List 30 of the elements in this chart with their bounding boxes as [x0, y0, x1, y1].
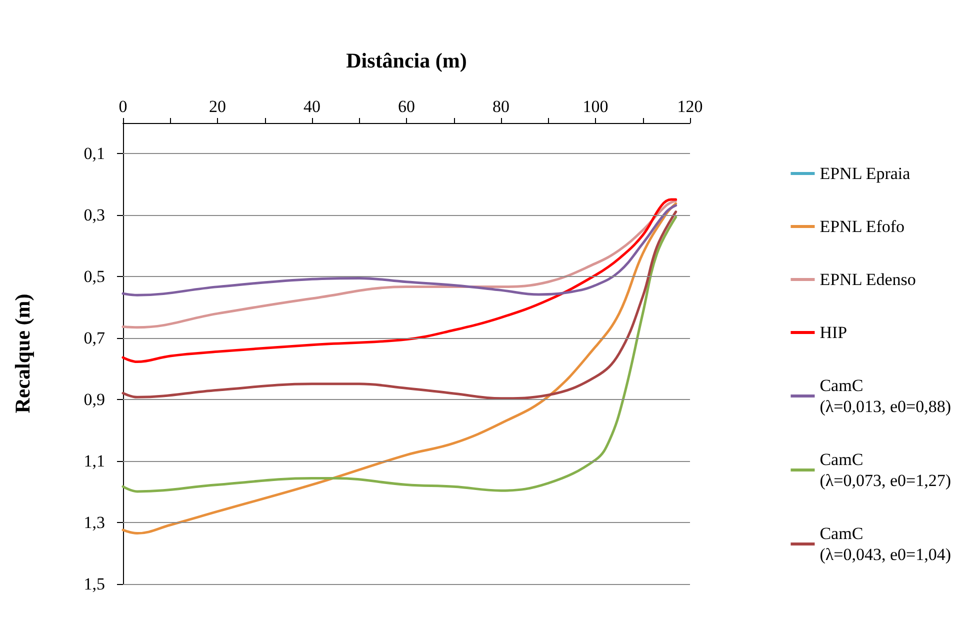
line-series — [122, 204, 678, 296]
x-tick-label: 40 — [304, 97, 320, 116]
y-axis-title: Recalque (m) — [10, 294, 34, 414]
legend-label: EPNL Epraia — [820, 164, 911, 183]
legend-label: EPNL Edenso — [820, 270, 916, 289]
x-tick-label: 60 — [398, 97, 415, 116]
line-series — [122, 216, 678, 493]
line-series — [122, 202, 678, 535]
legend-label: CamC (λ=0,073, e0=1,27) — [820, 450, 952, 490]
x-tick-label: 80 — [492, 97, 510, 116]
legend-label: EPNL Efofo — [820, 217, 905, 236]
x-tick-label: 100 — [582, 97, 608, 116]
x-tick-label: 120 — [677, 97, 703, 116]
legend-label: CamC (λ=0,013, e0=0,88) — [820, 376, 952, 416]
x-axis-title: Distância (m) — [346, 48, 467, 72]
line-series — [122, 200, 678, 329]
y-tick-label: 1,3 — [84, 513, 105, 532]
legend-label: HIP — [820, 323, 848, 342]
y-tick-label: 1,5 — [84, 574, 105, 594]
y-tick-label: 0,3 — [84, 206, 105, 225]
y-tick-label: 0,9 — [84, 390, 105, 410]
y-tick-label: 1,1 — [84, 452, 105, 471]
y-tick-label: 0,1 — [84, 144, 105, 164]
x-tick-label: 0 — [118, 97, 128, 116]
y-tick-label: 0,5 — [84, 267, 105, 286]
x-tick-label: 20 — [209, 97, 226, 116]
line-series — [122, 198, 678, 364]
legend-label: CamC (λ=0,043, e0=1,04) — [820, 524, 952, 564]
line-series — [122, 210, 678, 400]
y-tick-label: 0,7 — [84, 328, 106, 348]
